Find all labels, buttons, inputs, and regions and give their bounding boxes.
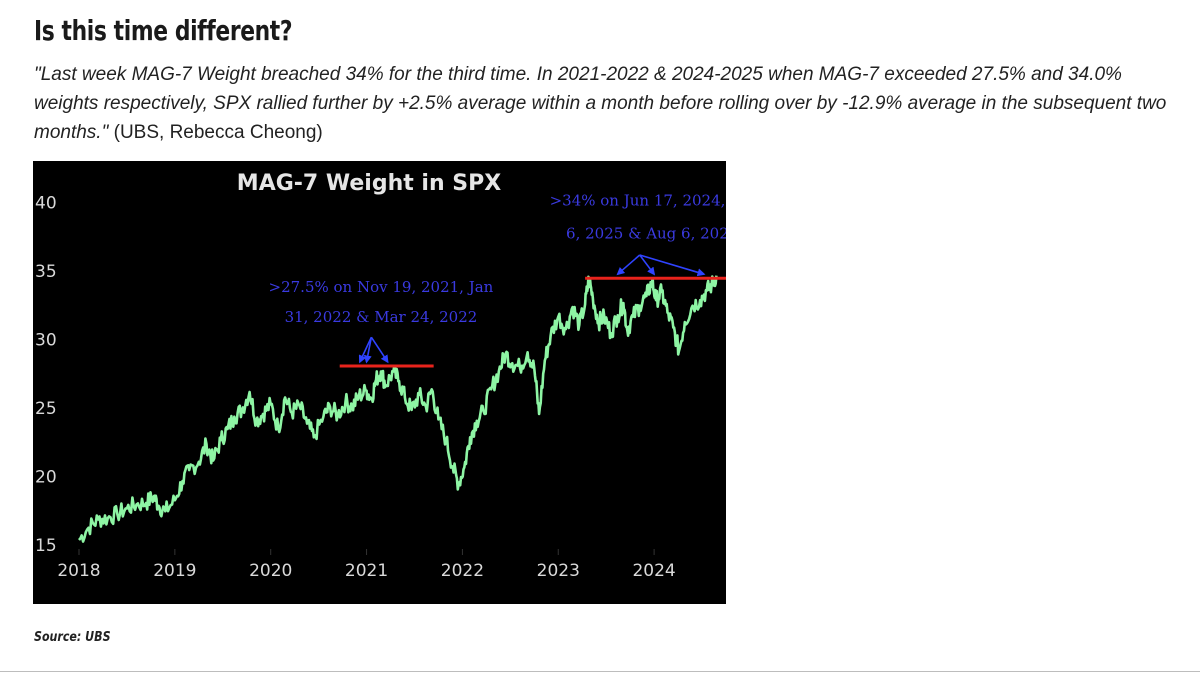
annotation-0-line-1: 31, 2022 & Mar 24, 2022 — [285, 308, 478, 326]
annotation-0-arrow-2 — [370, 336, 389, 364]
annotation-0-arrow-0 — [358, 336, 373, 364]
page-title: Is this time different? — [34, 14, 293, 47]
annotation-1-arrow-2 — [639, 254, 706, 277]
y-tick-label: 30 — [35, 331, 57, 351]
x-tick-label: 2021 — [345, 561, 388, 581]
y-axis-labels: 15 20 25 30 35 40 — [35, 194, 57, 557]
quote-attribution: (UBS, Rebecca Cheong) — [108, 122, 323, 143]
annotation-1-line-1: 6, 2025 & Aug 6, 2025 — [566, 225, 726, 243]
x-tick-label: 2020 — [249, 561, 292, 581]
annotation-0-line-0: >27.5% on Nov 19, 2021, Jan — [269, 278, 494, 296]
x-tick-label: 2019 — [153, 561, 196, 581]
quote-text: "Last week MAG-7 Weight breached 34% for… — [34, 64, 1167, 143]
annotation-1-arrow-1 — [639, 254, 656, 276]
source-note: Source: UBS — [34, 630, 111, 645]
y-tick-label: 15 — [35, 536, 57, 556]
y-tick-label: 20 — [35, 468, 57, 488]
x-axis-labels: 2018 2019 2020 2021 2022 2023 2024 — [57, 561, 675, 581]
x-tick-label: 2024 — [632, 561, 675, 581]
chart-panel: MAG-7 Weight in SPX 15 20 25 30 35 40 2018 201… — [33, 161, 726, 604]
bottom-divider — [0, 671, 1200, 672]
annotation-1-line-0: >34% on Jun 17, 2024, Jan — [550, 192, 726, 210]
x-tick-label: 2022 — [441, 561, 484, 581]
chart-title: MAG-7 Weight in SPX — [237, 171, 501, 196]
x-tick-label: 2023 — [537, 561, 580, 581]
y-tick-label: 35 — [35, 262, 57, 282]
series-line-0 — [78, 275, 718, 543]
y-tick-label: 25 — [35, 399, 57, 419]
quote-block: "Last week MAG-7 Weight breached 34% for… — [34, 60, 1184, 147]
x-tick-marks — [78, 549, 655, 555]
series-group — [78, 275, 718, 543]
annotation-0-arrow-1 — [363, 337, 373, 364]
y-tick-label: 40 — [35, 194, 57, 214]
annotation-1-arrow-0 — [616, 254, 641, 276]
annotations: >27.5% on Nov 19, 2021, Jan 31, 2022 & Ma… — [269, 192, 726, 364]
x-tick-label: 2018 — [57, 561, 100, 581]
threshold-lines — [339, 276, 726, 368]
